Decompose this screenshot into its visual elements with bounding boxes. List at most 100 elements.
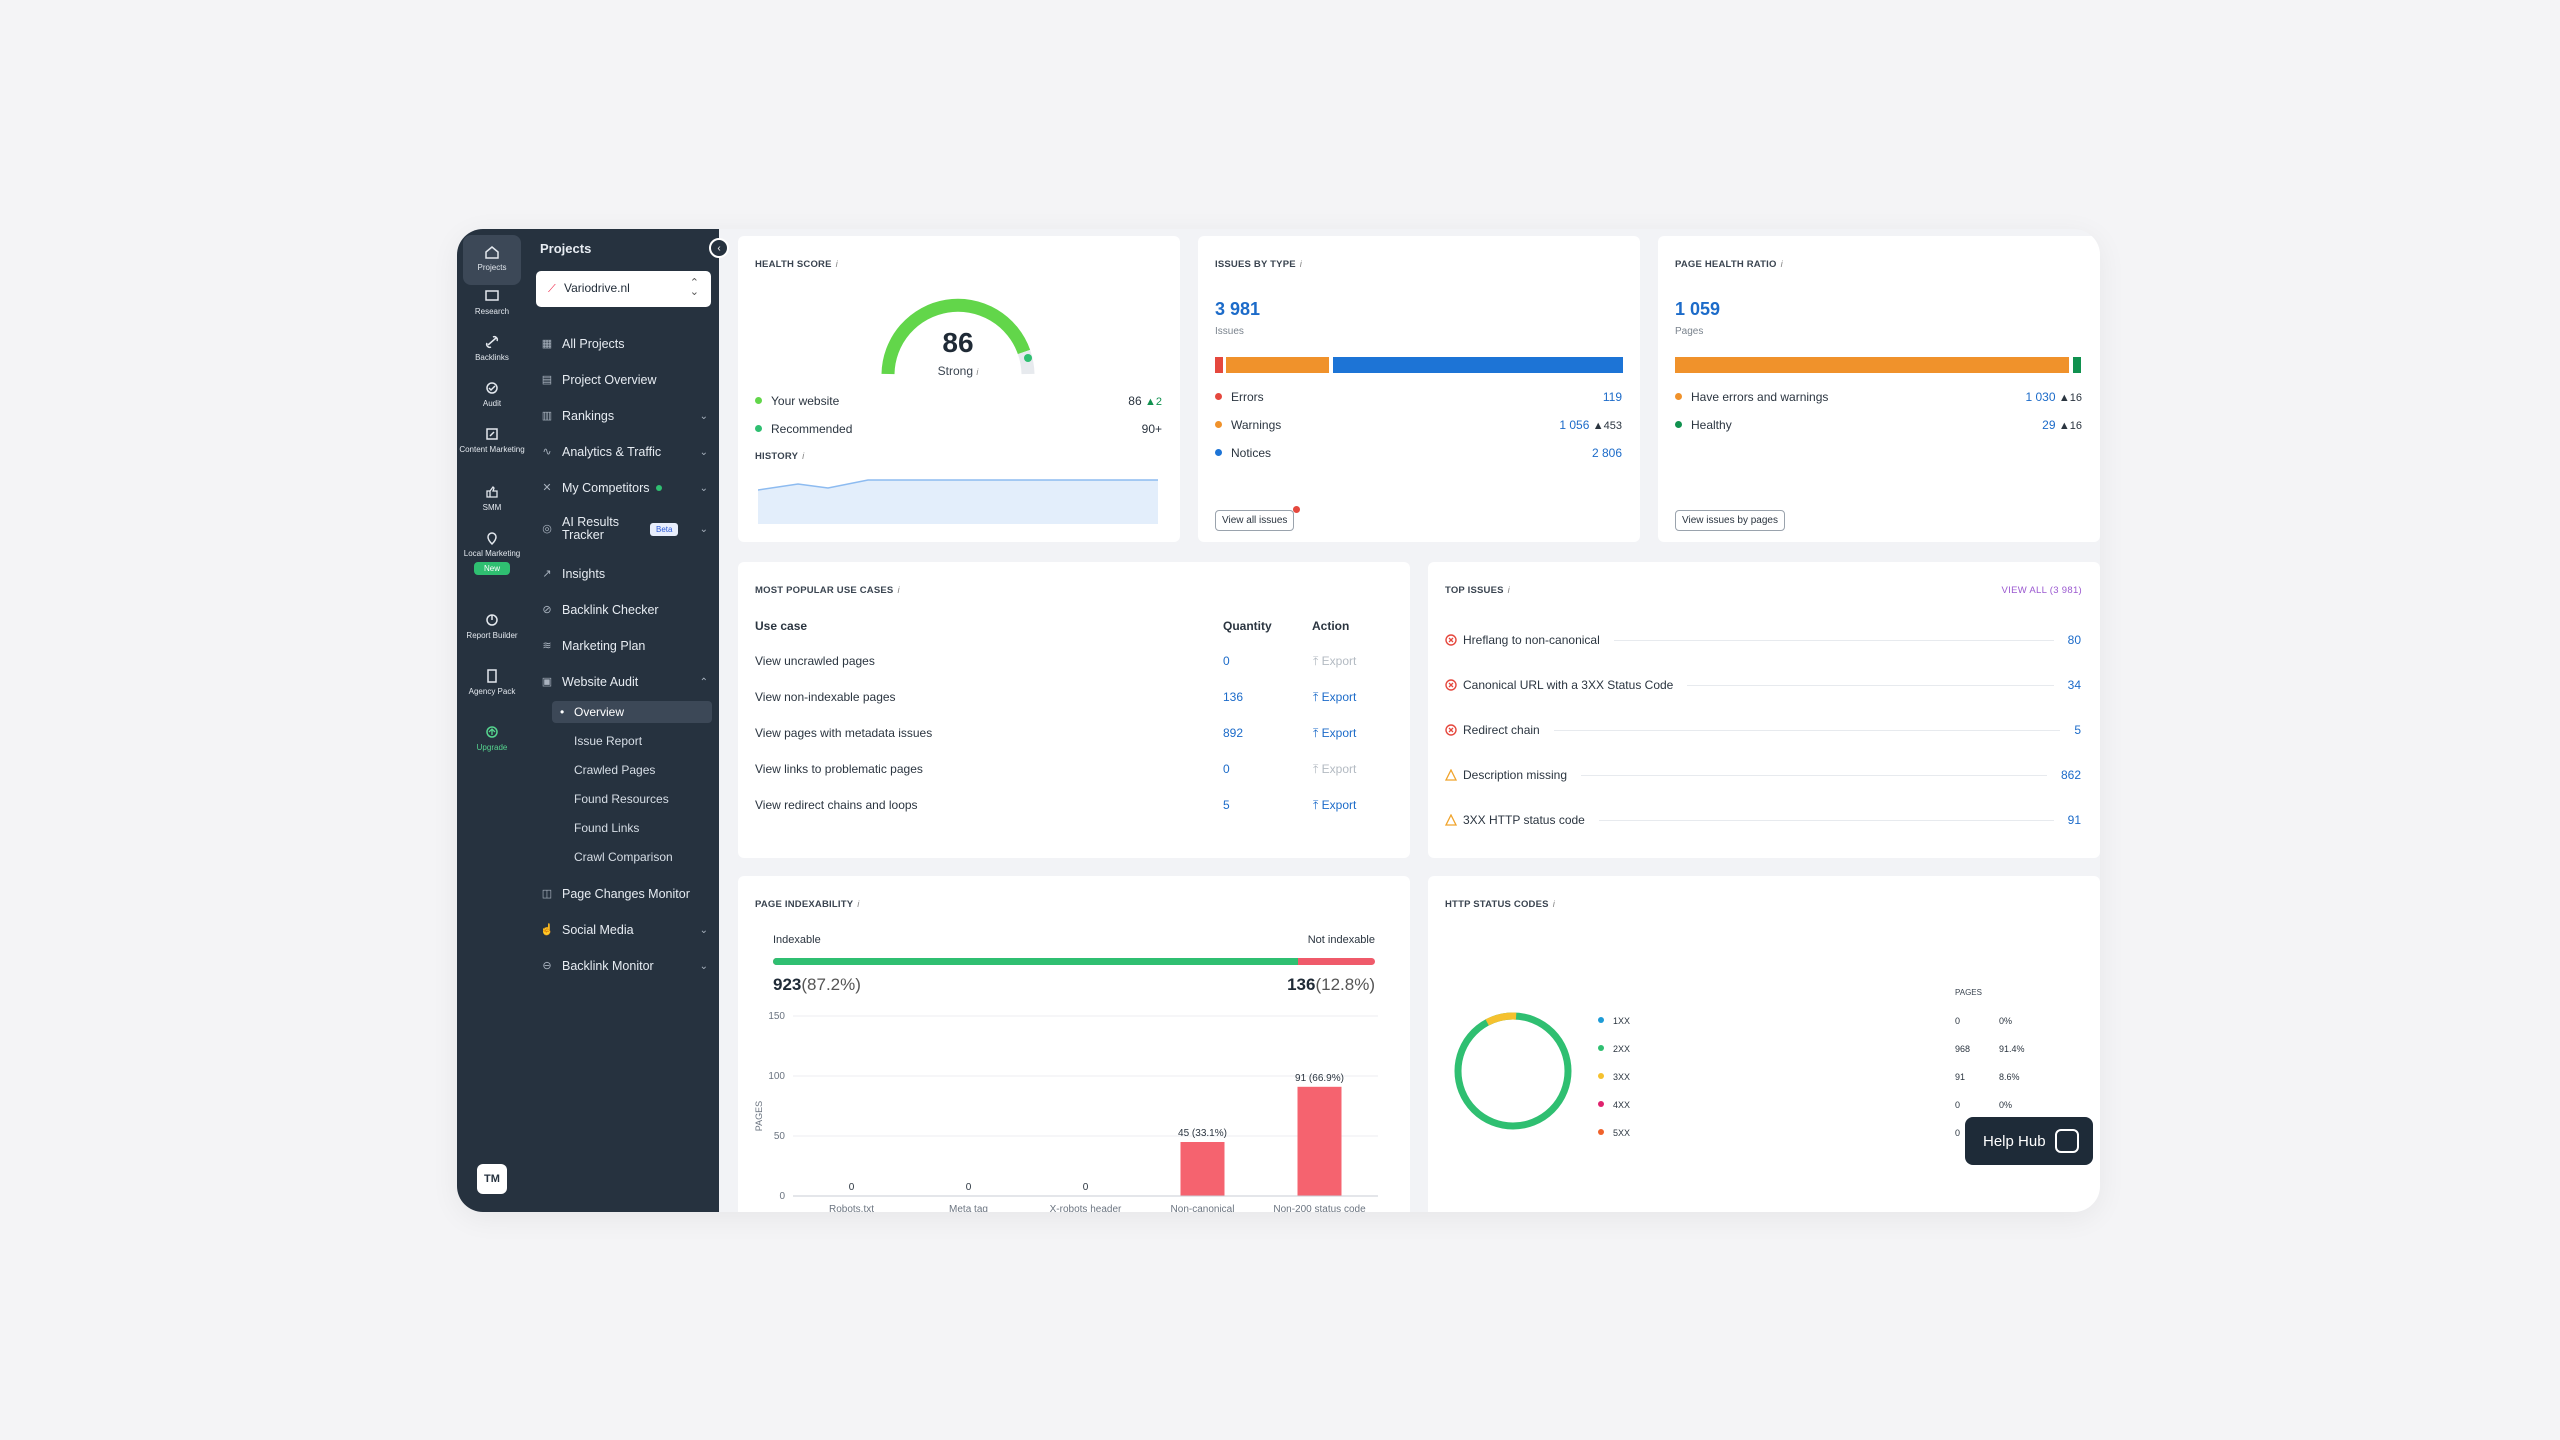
export-button[interactable]: ⤒ Export: [1313, 690, 1357, 704]
notices-value[interactable]: 2 806: [1591, 446, 1622, 460]
report-icon: [486, 614, 498, 626]
use-case-quantity[interactable]: 136: [1223, 690, 1244, 704]
nav-my-competitors[interactable]: ✕ My Competitors ⌄: [540, 477, 712, 499]
nav-sub-overview[interactable]: Overview: [552, 701, 712, 723]
user-avatar[interactable]: TM: [477, 1164, 507, 1194]
rail-agency-pack[interactable]: Agency Pack: [457, 669, 527, 696]
error-icon: [1445, 634, 1457, 646]
rail-report-builder[interactable]: Report Builder: [457, 613, 527, 640]
pin-icon: [487, 532, 497, 545]
rail-research[interactable]: Research: [457, 289, 527, 316]
nav-sub-found-resources[interactable]: Found Resources: [574, 792, 669, 806]
upload-icon: ⤒: [1313, 654, 1319, 668]
nav-analytics-traffic[interactable]: ∿ Analytics & Traffic ⌄: [540, 441, 712, 463]
view-all-issues-button[interactable]: View all issues: [1215, 510, 1295, 531]
nav-label: Rankings: [562, 409, 615, 423]
nav-page-changes-monitor[interactable]: ◫ Page Changes Monitor: [540, 883, 712, 905]
nav-sub-crawled-pages[interactable]: Crawled Pages: [574, 763, 656, 777]
export-button[interactable]: ⤒ Export: [1313, 762, 1357, 776]
collapse-sidebar-button[interactable]: ‹: [709, 238, 729, 258]
nav-backlink-monitor[interactable]: ⊖ Backlink Monitor ⌄: [540, 955, 712, 977]
indexable-label: Indexable: [773, 934, 821, 946]
new-badge: New: [473, 562, 510, 575]
errors-warnings-value[interactable]: 1 030 ▲16: [2025, 390, 2083, 404]
nav-website-audit[interactable]: ▣ Website Audit ⌃: [540, 671, 712, 693]
use-case-quantity[interactable]: 5: [1223, 798, 1230, 812]
chevron-left-icon: ‹: [717, 242, 721, 254]
swords-icon: ✕: [542, 482, 552, 494]
notification-dot: [1293, 506, 1300, 513]
nav-sub-found-links[interactable]: Found Links: [574, 821, 640, 835]
monitor-icon: ◫: [541, 888, 553, 900]
history-chart: [758, 479, 1158, 524]
http-donut-chart: [1454, 1012, 1572, 1130]
home-icon: [485, 246, 499, 259]
issue-row[interactable]: Description missing 862: [1445, 765, 2081, 785]
nav-ai-results-tracker[interactable]: ◎ AI Results Tracker Beta ⌄: [540, 513, 712, 545]
notices-row: Notices: [1215, 446, 1271, 460]
export-button[interactable]: ⤒ Export: [1313, 798, 1357, 812]
help-hub-button[interactable]: Help Hub: [1965, 1117, 2093, 1165]
rail-audit[interactable]: Audit: [457, 381, 527, 408]
project-selector[interactable]: ⟋ Variodrive.nl ⌃ ⌄: [536, 271, 711, 307]
upload-icon: ⤒: [1313, 726, 1319, 740]
export-button[interactable]: ⤒ Export: [1313, 654, 1357, 668]
col-quantity: Quantity: [1223, 619, 1272, 633]
nav-label: Backlink Checker: [562, 603, 659, 617]
grid-icon: ▦: [541, 338, 553, 350]
bar-value-label: 0: [849, 1182, 855, 1193]
nav-all-projects[interactable]: ▦ All Projects: [540, 333, 712, 355]
not-indexable-value: 136(12.8%): [1287, 975, 1375, 994]
upload-icon: ⤒: [1313, 690, 1319, 704]
chevron-down-icon: ⌄: [699, 446, 708, 458]
y-tick-label: 0: [779, 1191, 785, 1202]
nav-project-overview[interactable]: ▤ Project Overview: [540, 369, 712, 391]
info-icon: i: [1507, 585, 1510, 596]
status-2xx-label: 2XX: [1598, 1044, 1630, 1054]
issue-row[interactable]: Redirect chain 5: [1445, 720, 2081, 740]
warnings-value[interactable]: 1 056 ▲453: [1559, 418, 1622, 432]
indexability-bar: [773, 958, 1375, 965]
issue-row[interactable]: Canonical URL with a 3XX Status Code 34: [1445, 675, 2081, 695]
nav-backlink-checker[interactable]: ⊘ Backlink Checker: [540, 599, 712, 621]
rail-upgrade[interactable]: Upgrade: [457, 725, 527, 752]
nav-insights[interactable]: ↗ Insights: [540, 563, 712, 585]
error-icon: [1445, 724, 1457, 736]
healthy-value[interactable]: 29 ▲16: [2042, 418, 2082, 432]
plan-icon: ≋: [542, 640, 552, 652]
status-2xx-pages: 968: [1955, 1044, 1971, 1054]
use-case-label: View uncrawled pages: [755, 654, 875, 668]
errors-value[interactable]: 119: [1602, 390, 1622, 404]
issue-row[interactable]: Hreflang to non-canonical 80: [1445, 630, 2081, 650]
rail-content-marketing[interactable]: Content Marketing: [457, 427, 527, 454]
help-hub-icon: [2055, 1129, 2079, 1153]
export-button[interactable]: ⤒ Export: [1313, 726, 1357, 740]
rail-projects[interactable]: Projects: [463, 235, 521, 285]
issues-total-label: Issues: [1215, 326, 1244, 337]
view-issues-by-pages-button[interactable]: View issues by pages: [1675, 510, 1785, 531]
errors-row: Errors: [1215, 390, 1264, 404]
nav-rankings[interactable]: ▥ Rankings ⌄: [540, 405, 712, 427]
issue-row[interactable]: 3XX HTTP status code 91: [1445, 810, 2081, 830]
project-sidebar: Projects ‹ ⟋ Variodrive.nl ⌃ ⌄ ▦ All Proje…: [527, 229, 729, 1212]
rail-label: Local Marketing: [463, 549, 521, 558]
info-icon: i: [857, 899, 860, 910]
history-title: HISTORY i: [755, 451, 805, 462]
rail-backlinks[interactable]: Backlinks: [457, 335, 527, 362]
nav-sub-issue-report[interactable]: Issue Report: [574, 734, 643, 748]
use-case-quantity[interactable]: 0: [1223, 762, 1230, 776]
x-tick-label: Non-200 status code: [1273, 1204, 1366, 1212]
status-3xx-label: 3XX: [1598, 1072, 1630, 1082]
health-score-card: HEALTH SCORE i 86 Strong i Your website 8…: [738, 236, 1180, 542]
use-case-quantity[interactable]: 0: [1223, 654, 1230, 668]
view-all-link[interactable]: VIEW ALL (3 981): [2001, 585, 2082, 596]
nav-marketing-plan[interactable]: ≋ Marketing Plan: [540, 635, 712, 657]
nav-social-media[interactable]: ☝ Social Media ⌄: [540, 919, 712, 941]
rail-local-marketing[interactable]: Local Marketing New: [457, 531, 527, 575]
status-1xx-pages: 0: [1955, 1016, 1961, 1026]
rail-smm[interactable]: SMM: [457, 485, 527, 512]
use-case-quantity[interactable]: 892: [1223, 726, 1244, 740]
pages-col-header: PAGES: [1955, 988, 1982, 997]
nav-label: Analytics & Traffic: [562, 445, 662, 459]
nav-sub-crawl-comparison[interactable]: Crawl Comparison: [574, 850, 673, 864]
